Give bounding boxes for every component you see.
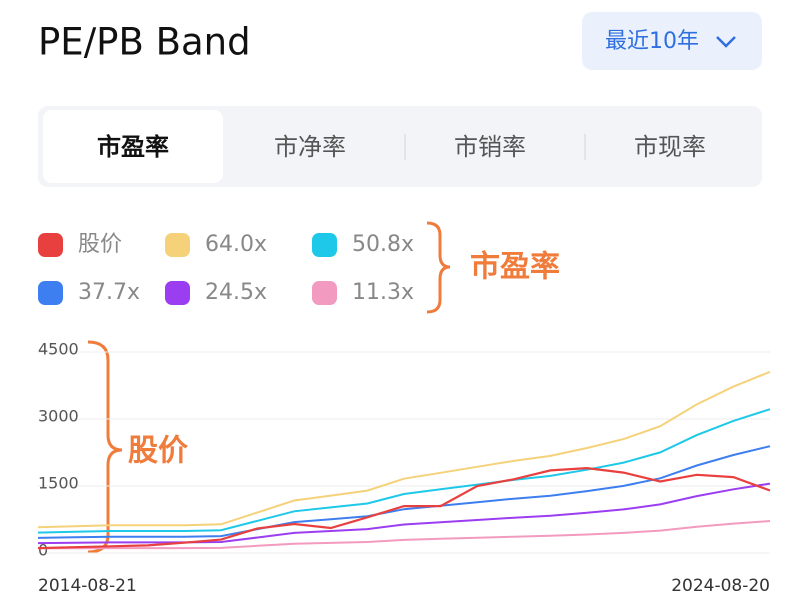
y-tick-label: 0 — [38, 541, 48, 560]
chevron — [716, 36, 736, 48]
legend-swatch — [38, 281, 63, 305]
series-line — [37, 482, 771, 545]
legend-swatch — [312, 233, 337, 257]
annotation: 市盈率 — [470, 250, 560, 285]
legend-label[interactable]: 64.0x — [205, 232, 267, 257]
tab[interactable]: 市盈率 — [97, 133, 169, 161]
legend-swatch — [38, 233, 63, 257]
page-title: PE/PB Band — [38, 21, 251, 64]
legend-swatch — [165, 233, 190, 257]
tab[interactable]: 市净率 — [274, 133, 346, 161]
series-line — [37, 370, 771, 529]
range-button[interactable] — [582, 12, 762, 70]
legend-label[interactable]: 股价 — [78, 232, 122, 257]
x-tick-label: 2014-08-21 — [38, 576, 137, 596]
y-tick-label: 4500 — [38, 340, 79, 359]
series-line — [37, 445, 771, 539]
y-tick-label: 1500 — [38, 474, 79, 493]
series-line — [37, 408, 771, 534]
legend-swatch — [165, 281, 190, 305]
y-tick-label: 3000 — [38, 407, 79, 426]
series-line — [37, 520, 771, 550]
legend-label[interactable]: 24.5x — [205, 280, 267, 305]
legend-label[interactable]: 11.3x — [352, 280, 414, 305]
tab[interactable]: 市现率 — [634, 133, 706, 161]
brace — [87, 340, 123, 554]
series-line — [37, 466, 771, 550]
annotation: 股价 — [128, 434, 188, 469]
tab[interactable]: 市销率 — [454, 133, 526, 161]
x-tick-label: 2024-08-20 — [671, 576, 770, 596]
range-button-label[interactable]: 最近10年 — [605, 29, 699, 54]
brace — [426, 221, 451, 314]
legend-swatch — [312, 281, 337, 305]
legend-label[interactable]: 50.8x — [352, 232, 414, 257]
legend-label[interactable]: 37.7x — [78, 280, 140, 305]
active-tab — [43, 110, 223, 183]
